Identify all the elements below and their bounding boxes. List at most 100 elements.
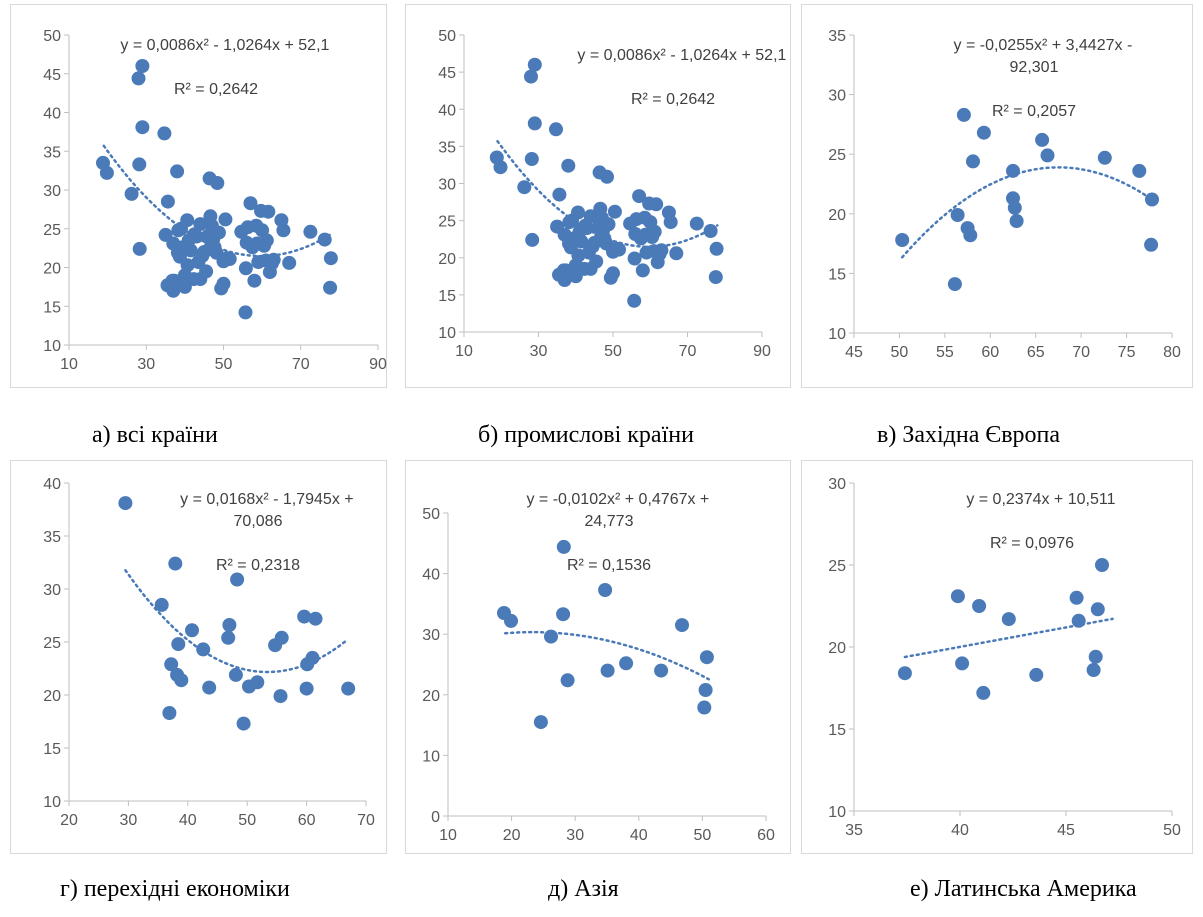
chart-panel-western-europe: 10 15 20 25 30 35 45 50 55 60 65 70 75 80 y = -0,0255… xyxy=(801,4,1193,388)
data-point xyxy=(238,305,253,320)
data-point xyxy=(972,599,987,613)
caption-latin-america: е) Латинська Америка xyxy=(910,876,1137,902)
y-tick-label: 25 xyxy=(828,147,846,164)
data-point xyxy=(669,246,684,261)
y-tick-label: 45 xyxy=(438,65,456,82)
data-point xyxy=(303,224,318,239)
data-point xyxy=(132,157,147,172)
data-point xyxy=(649,197,664,212)
y-tick-label: 50 xyxy=(422,506,440,523)
data-point xyxy=(619,656,634,671)
data-point xyxy=(533,715,548,730)
trend-line xyxy=(900,166,1154,259)
y-tick-label: 10 xyxy=(438,325,456,342)
data-point xyxy=(504,613,518,628)
data-point xyxy=(135,59,150,73)
data-point xyxy=(635,263,650,278)
data-point xyxy=(963,228,978,243)
data-point xyxy=(341,681,356,696)
x-tick-label: 45 xyxy=(1057,822,1075,839)
data-point xyxy=(709,241,724,256)
data-point xyxy=(527,57,542,72)
data-point xyxy=(627,293,642,308)
data-point xyxy=(1035,132,1050,147)
data-point xyxy=(697,700,712,715)
y-tick-label: 50 xyxy=(438,28,456,45)
data-point xyxy=(297,609,312,624)
data-point xyxy=(600,169,614,184)
data-point xyxy=(174,673,189,688)
data-point xyxy=(168,556,183,571)
data-point xyxy=(243,196,258,211)
y-tick-label: 25 xyxy=(438,214,456,231)
data-point xyxy=(561,158,576,173)
equation-text: y = 0,0086x² - 1,0264x + 52,1 xyxy=(120,37,330,54)
data-point xyxy=(1071,613,1086,628)
data-point xyxy=(689,216,704,231)
y-tick-label: 30 xyxy=(43,582,61,599)
data-point xyxy=(527,116,542,131)
x-tick-label: 10 xyxy=(439,827,457,844)
x-tick-label: 45 xyxy=(845,344,863,361)
data-point xyxy=(171,637,186,652)
x-tick-label: 30 xyxy=(566,827,584,844)
data-point xyxy=(323,251,338,266)
r-squared-text: R² = 0,2057 xyxy=(991,103,1077,120)
x-tick-label: 20 xyxy=(503,827,521,844)
data-point xyxy=(663,215,678,230)
data-point xyxy=(947,277,962,292)
data-point xyxy=(517,180,532,195)
data-point xyxy=(1097,150,1112,165)
data-point xyxy=(167,273,182,288)
data-point xyxy=(1009,214,1024,228)
data-point xyxy=(216,276,231,291)
x-tick-label: 30 xyxy=(137,356,155,373)
data-point xyxy=(166,283,181,298)
data-point xyxy=(627,251,642,266)
data-point xyxy=(976,685,991,700)
data-point xyxy=(132,241,147,256)
x-tick-label: 35 xyxy=(845,822,863,839)
data-point xyxy=(131,71,146,86)
x-tick-label: 90 xyxy=(369,356,387,373)
y-tick-label: 40 xyxy=(438,102,456,119)
data-point xyxy=(250,675,265,690)
data-point xyxy=(606,266,620,281)
y-tick-label: 15 xyxy=(43,741,61,758)
x-tick-label: 50 xyxy=(215,356,233,373)
data-point xyxy=(276,223,291,238)
x-tick-label: 70 xyxy=(1072,344,1090,361)
data-point xyxy=(632,189,647,204)
chart-svg-latin-america: 10 15 20 25 30 35 40 45 50 xyxy=(828,476,1181,839)
x-tick-label: 60 xyxy=(757,827,775,844)
data-point xyxy=(274,630,289,645)
data-point xyxy=(1090,602,1105,617)
data-point xyxy=(154,597,169,612)
data-point xyxy=(571,205,585,220)
data-point xyxy=(560,673,575,688)
caption-transition-economies: г) перехідні економіки xyxy=(60,876,290,902)
data-point xyxy=(185,623,199,638)
data-point xyxy=(525,232,540,247)
data-point xyxy=(193,217,208,232)
data-point xyxy=(895,233,910,247)
trend-equation: y = 0,0086x² - 1,0264x + 52,1 R² = 0,264… xyxy=(554,23,792,155)
y-tick-label: 30 xyxy=(422,627,440,644)
data-point xyxy=(1144,237,1159,252)
data-point xyxy=(157,126,172,141)
y-tick-label: 35 xyxy=(828,28,846,45)
data-point xyxy=(247,273,262,288)
y-tick-label: 0 xyxy=(431,809,440,826)
x-tick-label: 75 xyxy=(1118,344,1136,361)
y-tick-label: 30 xyxy=(438,177,456,194)
x-tick-label: 10 xyxy=(60,356,78,373)
x-tick-label: 60 xyxy=(298,812,316,829)
y-tick-label: 30 xyxy=(43,183,61,200)
data-point xyxy=(1145,192,1159,207)
chart-svg-western-europe: 10 15 20 25 30 35 45 50 55 60 65 70 75 80 xyxy=(828,28,1181,361)
x-tick-label: 50 xyxy=(891,344,909,361)
data-point xyxy=(556,607,571,622)
data-point xyxy=(1086,663,1101,677)
equation-text: y = 0,0168x² - 1,7945x + 70,086 xyxy=(180,491,354,530)
